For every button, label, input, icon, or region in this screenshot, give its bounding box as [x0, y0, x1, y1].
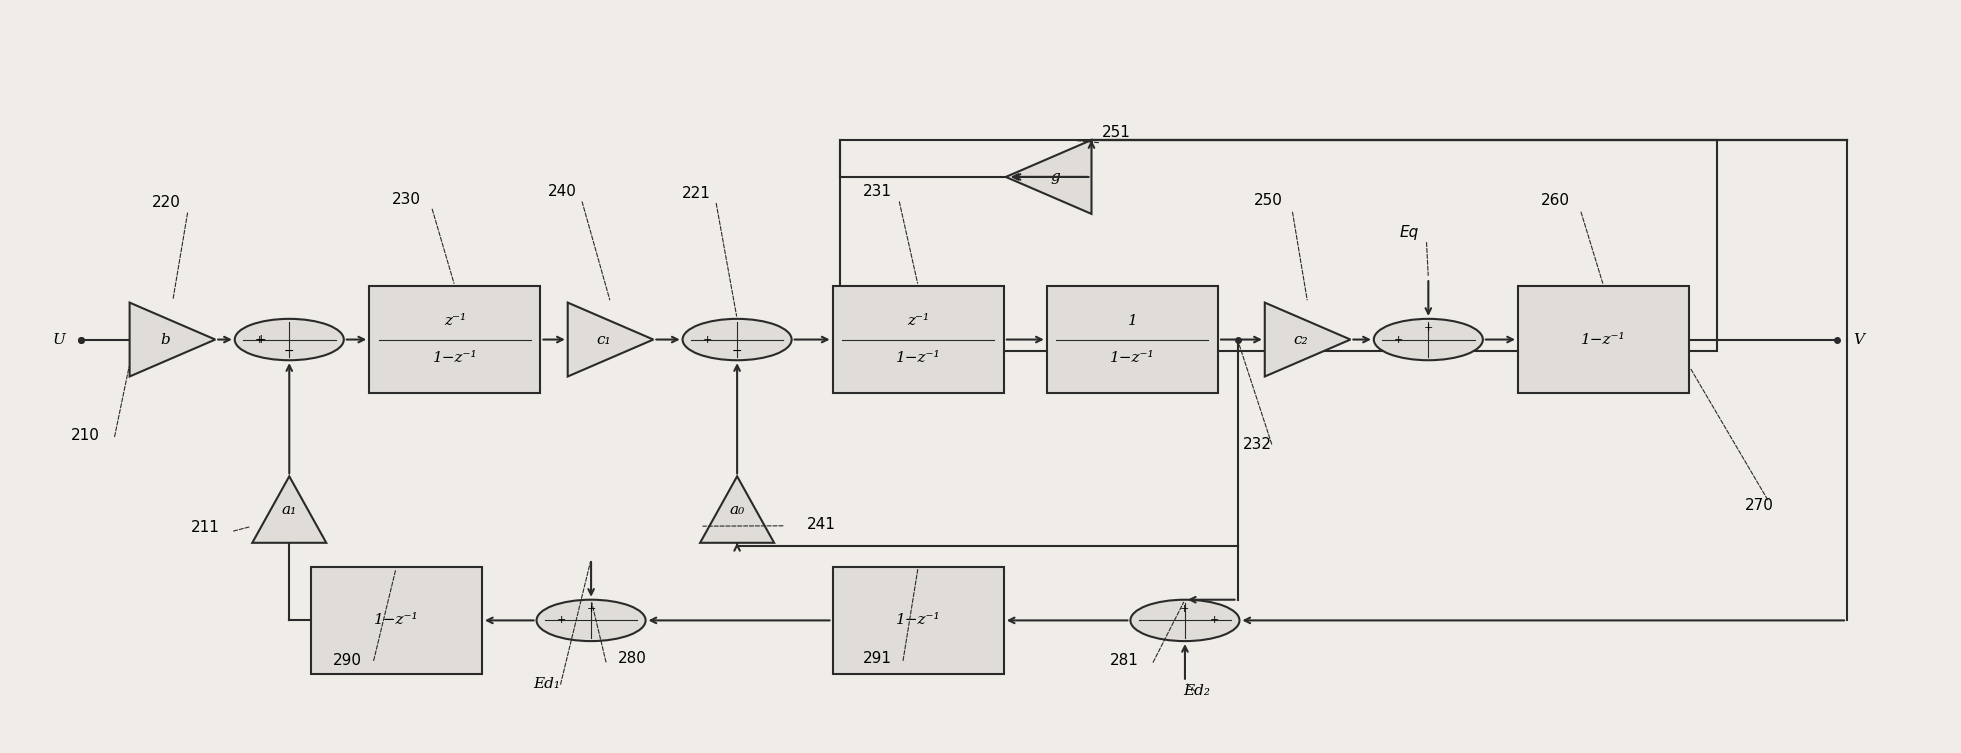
- Text: +: +: [1424, 323, 1433, 333]
- Text: 210: 210: [71, 428, 100, 443]
- Text: 291: 291: [863, 651, 892, 666]
- Text: 290: 290: [333, 654, 363, 669]
- Text: 280: 280: [618, 651, 647, 666]
- Text: 1−z⁻¹: 1−z⁻¹: [375, 614, 420, 627]
- FancyBboxPatch shape: [1047, 286, 1218, 393]
- Text: 240: 240: [547, 184, 577, 199]
- Text: +: +: [1181, 604, 1190, 614]
- Text: 230: 230: [392, 191, 420, 206]
- Text: +: +: [1210, 615, 1220, 626]
- Text: 251: 251: [1102, 125, 1131, 140]
- Text: 1: 1: [1128, 314, 1137, 328]
- Text: b: b: [161, 333, 171, 346]
- Circle shape: [1130, 599, 1239, 641]
- Text: 1−z⁻¹: 1−z⁻¹: [896, 614, 941, 627]
- Text: g: g: [1051, 170, 1061, 184]
- Text: c₁: c₁: [596, 333, 612, 346]
- Text: 1−z⁻¹: 1−z⁻¹: [1581, 333, 1626, 346]
- Polygon shape: [253, 477, 326, 543]
- Text: +: +: [255, 333, 267, 346]
- Polygon shape: [569, 303, 653, 376]
- Text: −: −: [731, 344, 743, 358]
- Text: −: −: [284, 344, 294, 358]
- Text: +: +: [586, 604, 596, 614]
- Text: V: V: [1853, 333, 1863, 346]
- Text: z⁻¹: z⁻¹: [908, 314, 930, 328]
- Text: c₂: c₂: [1294, 333, 1308, 346]
- Circle shape: [1375, 319, 1483, 360]
- Text: Ed₂: Ed₂: [1182, 684, 1210, 698]
- Text: a₁: a₁: [282, 502, 296, 517]
- FancyBboxPatch shape: [369, 286, 541, 393]
- Text: 250: 250: [1255, 193, 1282, 208]
- Text: +: +: [255, 334, 265, 345]
- FancyBboxPatch shape: [310, 567, 482, 674]
- Text: +: +: [557, 615, 567, 626]
- Text: +: +: [702, 334, 712, 345]
- Text: 211: 211: [190, 520, 220, 535]
- Circle shape: [235, 319, 343, 360]
- FancyBboxPatch shape: [833, 567, 1004, 674]
- Text: 221: 221: [682, 185, 710, 200]
- Polygon shape: [700, 477, 775, 543]
- Text: Eq: Eq: [1400, 224, 1418, 239]
- Circle shape: [537, 599, 645, 641]
- Text: a₀: a₀: [729, 502, 745, 517]
- Polygon shape: [129, 303, 216, 376]
- Text: 220: 220: [153, 195, 180, 210]
- Polygon shape: [1265, 303, 1351, 376]
- Text: 281: 281: [1110, 654, 1139, 669]
- Text: Ed₁: Ed₁: [533, 677, 559, 691]
- Text: 1−z⁻¹: 1−z⁻¹: [896, 351, 941, 364]
- Polygon shape: [1006, 140, 1092, 214]
- Text: 1−z⁻¹: 1−z⁻¹: [433, 351, 477, 364]
- Text: U: U: [53, 333, 65, 346]
- Text: 241: 241: [806, 517, 835, 532]
- Text: 270: 270: [1745, 498, 1775, 514]
- Text: +: +: [1394, 334, 1402, 345]
- Text: 1−z⁻¹: 1−z⁻¹: [1110, 351, 1155, 364]
- Text: 231: 231: [863, 184, 892, 199]
- FancyBboxPatch shape: [1518, 286, 1688, 393]
- Text: 260: 260: [1541, 193, 1569, 208]
- Circle shape: [682, 319, 792, 360]
- Text: z⁻¹: z⁻¹: [443, 314, 467, 328]
- FancyBboxPatch shape: [833, 286, 1004, 393]
- Text: 232: 232: [1243, 437, 1271, 452]
